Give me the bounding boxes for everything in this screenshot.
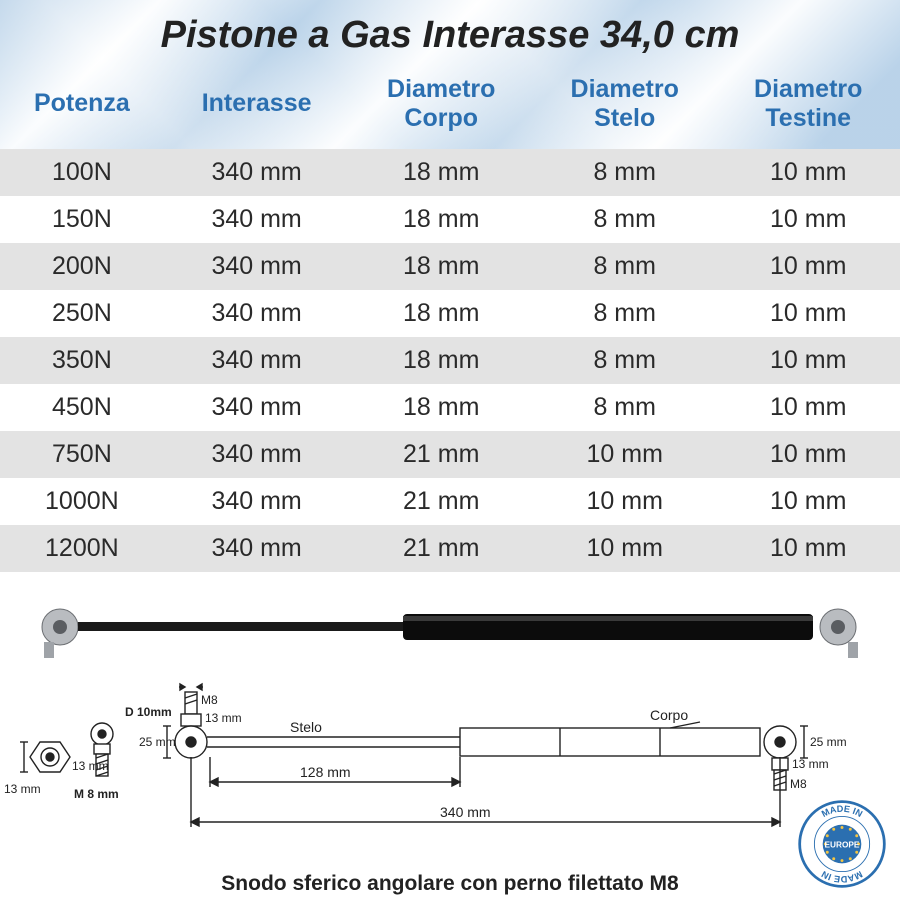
svg-text:13 mm: 13 mm — [792, 757, 829, 771]
col-diametro-stelo: DiametroStelo — [533, 65, 716, 149]
svg-text:Corpo: Corpo — [650, 707, 688, 723]
svg-text:25 mm: 25 mm — [810, 735, 847, 749]
technical-drawing: 13 mm 13 mm M 8 mm — [4, 684, 847, 827]
svg-text:13 mm: 13 mm — [72, 759, 109, 773]
product-illustration — [42, 609, 858, 658]
col-diametro-corpo: DiametroCorpo — [349, 65, 532, 149]
svg-text:M8: M8 — [201, 693, 218, 707]
table-row: 350N340 mm18 mm8 mm10 mm — [0, 337, 900, 384]
svg-text:M 8 mm: M 8 mm — [74, 787, 119, 801]
svg-text:13 mm: 13 mm — [205, 711, 242, 725]
svg-text:128 mm: 128 mm — [300, 764, 351, 780]
col-interasse: Interasse — [164, 65, 350, 149]
specs-table: Potenza Interasse DiametroCorpo Diametro… — [0, 65, 900, 572]
svg-text:D 10mm: D 10mm — [125, 705, 172, 719]
col-diametro-testine: DiametroTestine — [716, 65, 900, 149]
table-row: 750N340 mm21 mm10 mm10 mm — [0, 431, 900, 478]
table-header-row: Potenza Interasse DiametroCorpo Diametro… — [0, 65, 900, 149]
page-title: Pistone a Gas Interasse 34,0 cm — [0, 0, 900, 65]
table-row: 250N340 mm18 mm8 mm10 mm — [0, 290, 900, 337]
diagram-caption: Snodo sferico angolare con perno filetta… — [0, 872, 900, 896]
svg-text:340 mm: 340 mm — [440, 804, 491, 820]
table-row: 100N340 mm18 mm8 mm10 mm — [0, 149, 900, 196]
table-row: 200N340 mm18 mm8 mm10 mm — [0, 243, 900, 290]
table-row: 1200N340 mm21 mm10 mm10 mm — [0, 525, 900, 572]
table-row: 1000N340 mm21 mm10 mm10 mm — [0, 478, 900, 525]
col-potenza: Potenza — [0, 65, 164, 149]
svg-text:EUROPE: EUROPE — [825, 840, 860, 849]
svg-text:Stelo: Stelo — [290, 719, 322, 735]
table-row: 150N340 mm18 mm8 mm10 mm — [0, 196, 900, 243]
svg-text:25 mm: 25 mm — [139, 735, 176, 749]
gas-spring-diagram: 13 mm 13 mm M 8 mm — [0, 572, 900, 872]
table-row: 450N340 mm18 mm8 mm10 mm — [0, 384, 900, 431]
svg-text:M8: M8 — [790, 777, 807, 791]
svg-text:13 mm: 13 mm — [4, 782, 41, 796]
diagram-area: 13 mm 13 mm M 8 mm — [0, 572, 900, 902]
